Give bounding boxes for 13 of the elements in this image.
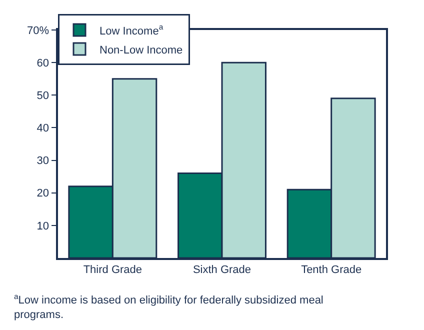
y-tick-label: 50 xyxy=(36,90,50,102)
x-tick-label: Third Grade xyxy=(83,264,142,276)
y-tick-label: 10 xyxy=(36,220,50,232)
y-tick-label: 20 xyxy=(36,188,50,200)
y-tick-label: 40 xyxy=(36,122,50,135)
y-tick-label: 30 xyxy=(36,155,50,168)
y-tick-label: 60 xyxy=(36,57,50,70)
text: $^{a}$Low income is based on eligibility for federally subsidized meal programs. xyxy=(14,292,324,321)
x-tick-label: Sixth Grade xyxy=(192,264,252,276)
y-tick-label: 70% xyxy=(27,24,50,37)
legend-label: Low Income$^{a}$ xyxy=(100,22,164,38)
x-tick-label: Tenth Grade xyxy=(301,264,362,276)
legend-label: Non-Low Income xyxy=(100,44,183,56)
